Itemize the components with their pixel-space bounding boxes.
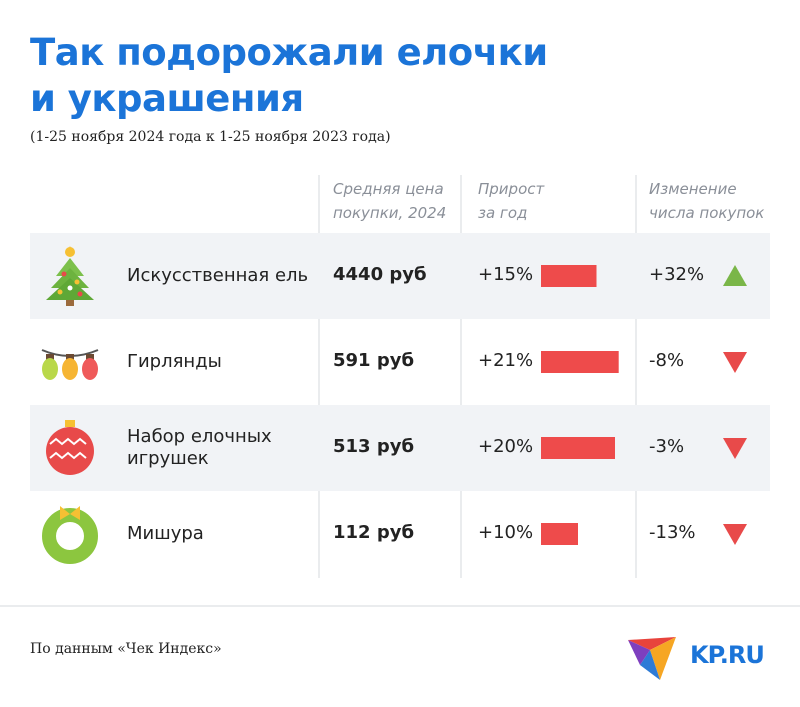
row-name: Искусственная ель	[127, 265, 309, 286]
icon-part	[77, 291, 83, 297]
growth-label: +21%	[478, 350, 534, 371]
icon-part	[65, 420, 75, 427]
row-name: Гирлянды	[127, 351, 222, 372]
icon-part	[65, 247, 75, 257]
icon-part	[56, 258, 84, 276]
price: 112 руб	[333, 522, 415, 543]
icon-part	[86, 354, 94, 360]
change-label: +32%	[649, 264, 705, 285]
growth-bar	[541, 351, 619, 373]
icon-part	[63, 535, 77, 546]
change-label: -3%	[649, 436, 685, 457]
icon-part	[74, 279, 80, 285]
row-icon	[46, 420, 94, 475]
row-name: Мишура	[127, 523, 204, 544]
growth-bar	[541, 437, 615, 459]
growth-bar	[541, 523, 578, 545]
column-header: Средняя цена покупки, 2024	[333, 180, 447, 222]
icon-part	[66, 354, 74, 360]
row-icon	[42, 506, 98, 564]
icon-part	[46, 427, 94, 475]
growth-label: +20%	[478, 436, 534, 457]
icon-part	[66, 298, 74, 306]
row-name: Набор елочных игрушек	[127, 426, 272, 469]
subtitle: (1-25 ноября 2024 года к 1-25 ноября 202…	[30, 129, 391, 145]
icon-part	[60, 506, 80, 520]
column-header: Изменение числа покупок	[649, 180, 765, 222]
icon-part	[42, 508, 98, 564]
icon-part	[46, 354, 54, 360]
growth-bar	[541, 265, 597, 287]
change-label: -13%	[649, 522, 696, 543]
icon-part	[67, 285, 73, 291]
row-band	[30, 405, 770, 491]
title: Так подорожали елочки и украшения	[30, 31, 548, 120]
logo: KP.RU	[690, 641, 765, 669]
change-label: -8%	[649, 350, 685, 371]
price: 513 руб	[333, 436, 415, 457]
icon-part	[61, 271, 67, 277]
icon-part	[49, 451, 87, 460]
arrow-down	[723, 352, 747, 373]
row-band	[30, 233, 770, 319]
arrow-up	[723, 265, 747, 286]
logo-icon	[628, 637, 676, 680]
icon-part	[62, 358, 78, 380]
growth-label: +15%	[478, 264, 534, 285]
growth-label: +10%	[478, 522, 534, 543]
arrow-down	[723, 438, 747, 459]
icon-part	[57, 289, 63, 295]
arrow-down	[723, 524, 747, 545]
source: По данным «Чек Индекс»	[30, 641, 222, 657]
icon-part	[49, 437, 87, 446]
column-header: Прирост за год	[478, 180, 545, 222]
icon-part	[82, 358, 98, 380]
row-icon	[41, 349, 99, 380]
price: 4440 руб	[333, 264, 427, 285]
price: 591 руб	[333, 350, 415, 371]
icon-part	[42, 358, 58, 380]
row-icon	[46, 246, 94, 306]
